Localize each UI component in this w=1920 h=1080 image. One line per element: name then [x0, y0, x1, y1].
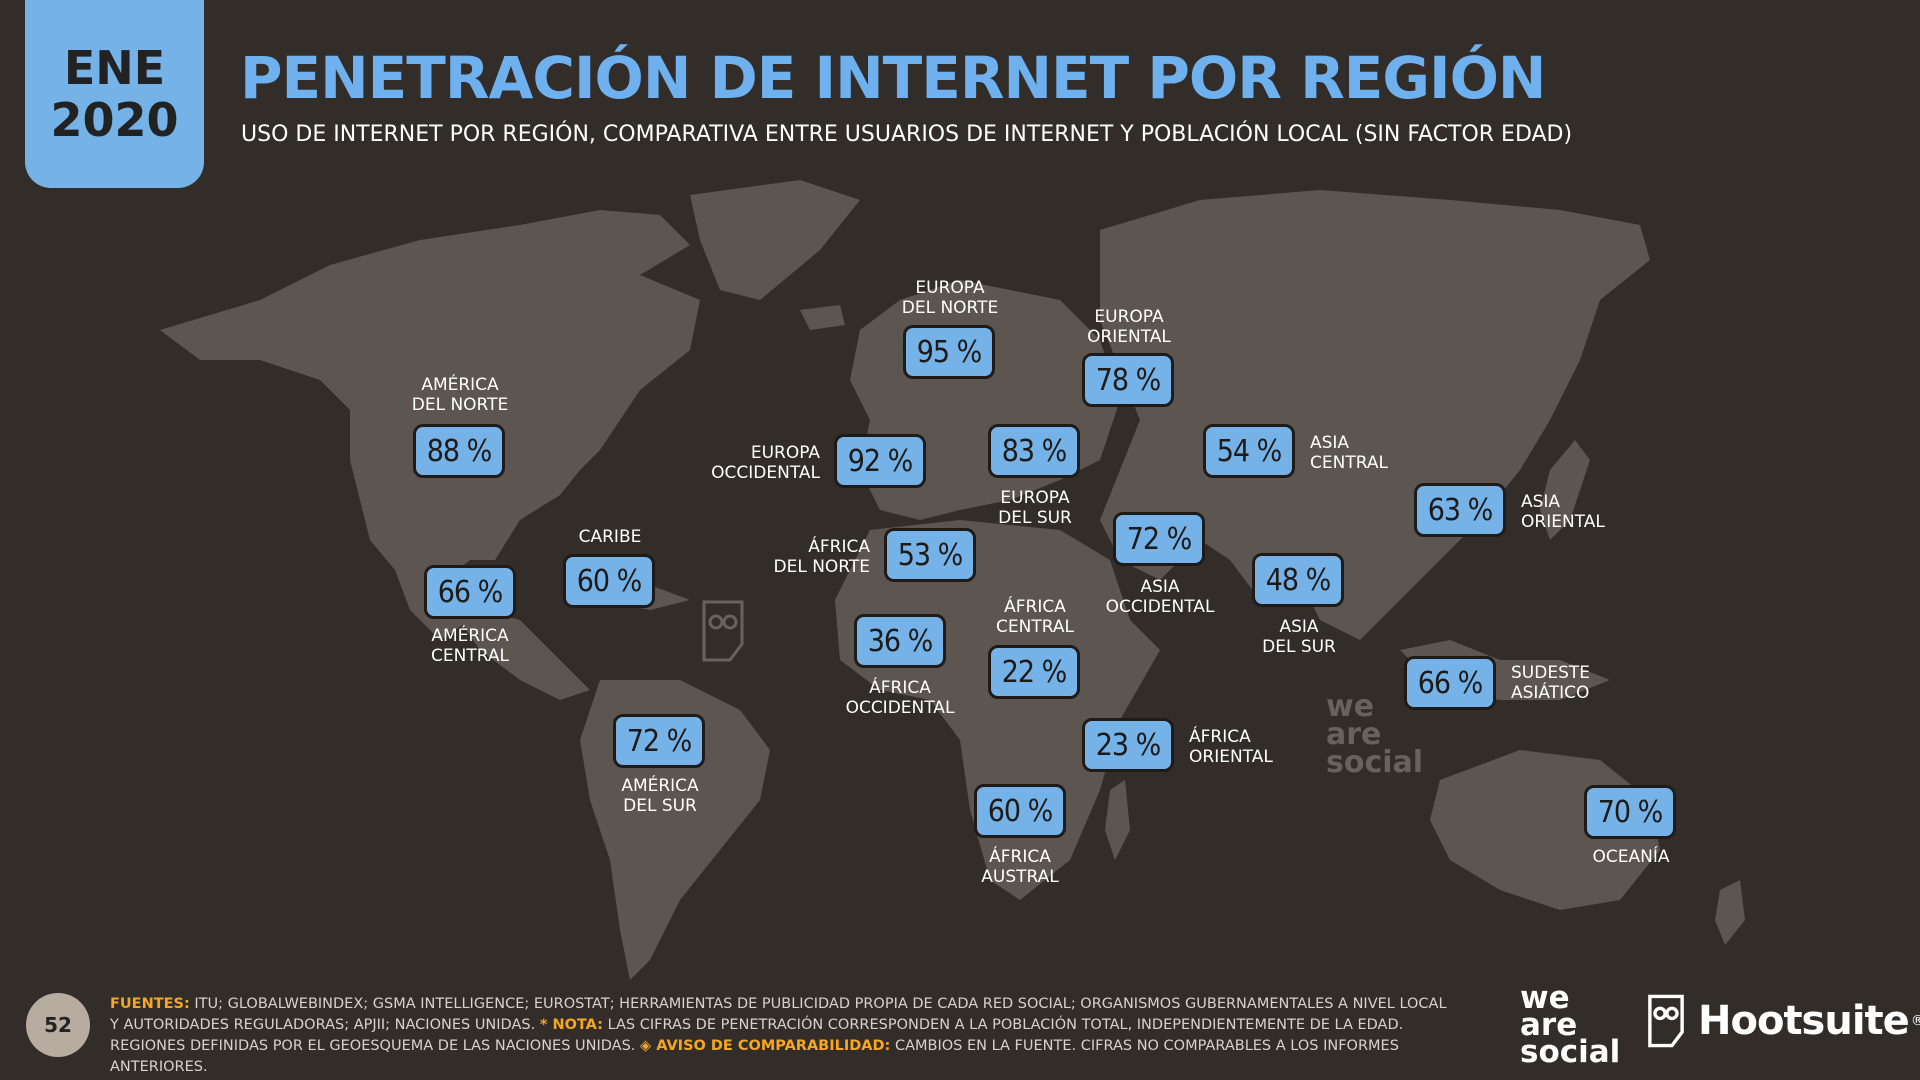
region-label: SUDESTE ASIÁTICO: [1511, 663, 1590, 703]
page-title: PENETRACIÓN DE INTERNET POR REGIÓN: [240, 44, 1546, 112]
region-label: AMÉRICA DEL SUR: [621, 776, 699, 816]
note-text: LAS CIFRAS DE PENETRACIÓN CORRESPONDEN A…: [110, 1017, 1404, 1054]
region-value: 23: [1096, 728, 1161, 763]
we-are-social-logo: we are social: [1520, 980, 1621, 1070]
region-value-pill: 88: [413, 424, 505, 478]
region-value: 63: [1428, 493, 1493, 528]
region-value-pill: 22: [988, 645, 1080, 699]
region-label: AMÉRICA DEL NORTE: [411, 375, 509, 415]
region-value: 66: [1418, 666, 1483, 701]
landmass-madagascar: [1105, 780, 1130, 860]
region-value: 22: [1002, 655, 1067, 690]
region-label: CARIBE: [578, 527, 642, 547]
region-label: EUROPA DEL SUR: [998, 488, 1072, 528]
region-label: ÁFRICA DEL NORTE: [773, 537, 870, 577]
region-value-pill: 60: [974, 784, 1066, 838]
region-value-pill: 72: [1113, 512, 1205, 566]
region-value-pill: 70: [1584, 785, 1676, 839]
region-value-pill: 53: [884, 528, 976, 582]
we-are-social-watermark: we are social: [1326, 689, 1424, 780]
landmass-greenland: [690, 180, 860, 300]
region-value: 88: [427, 434, 492, 469]
region-value-pill: 66: [1404, 656, 1496, 710]
region-value: 72: [627, 724, 692, 759]
region-value-pill: 83: [988, 424, 1080, 478]
sources-text: ITU; GLOBALWEBINDEX; GSMA INTELLIGENCE; …: [110, 996, 1447, 1033]
hootsuite-owl-icon: [1648, 994, 1684, 1048]
region-value-pill: 95: [903, 325, 995, 379]
comparability-warning-key: ◈ AVISO DE COMPARABILIDAD:: [640, 1038, 891, 1054]
region-label: ASIA CENTRAL: [1310, 433, 1388, 473]
region-value-pill: 92: [834, 434, 926, 488]
region-label: ASIA DEL SUR: [1262, 617, 1336, 657]
region-label: AMÉRICA CENTRAL: [431, 626, 509, 666]
region-value: 60: [988, 794, 1053, 829]
region-value: 54: [1217, 434, 1282, 469]
region-value: 72: [1127, 522, 1192, 557]
hootsuite-owl-icon: [702, 600, 744, 662]
hootsuite-wordmark: Hootsuite: [1698, 998, 1910, 1044]
region-label: ASIA ORIENTAL: [1521, 492, 1605, 532]
page-subtitle: USO DE INTERNET POR REGIÓN, COMPARATIVA …: [241, 122, 1573, 147]
region-value: 70: [1598, 795, 1663, 830]
region-value: 60: [577, 564, 642, 599]
registered-mark: ®: [1910, 1013, 1920, 1029]
date-year: 2020: [50, 93, 179, 147]
region-value-pill: 48: [1252, 553, 1344, 607]
region-label: ÁFRICA CENTRAL: [996, 597, 1074, 637]
region-value: 53: [898, 538, 963, 573]
region-label: EUROPA OCCIDENTAL: [711, 443, 820, 483]
region-label: OCEANÍA: [1592, 847, 1670, 867]
region-value-pill: 23: [1082, 718, 1174, 772]
landmass-asia: [1100, 190, 1650, 640]
page-number: 52: [26, 993, 90, 1057]
region-label: EUROPA ORIENTAL: [1087, 307, 1171, 347]
region-value-pill: 78: [1082, 353, 1174, 407]
region-value: 95: [917, 335, 982, 370]
landmass-japan: [1540, 440, 1590, 540]
region-value-pill: 54: [1203, 424, 1295, 478]
date-month: ENE: [63, 41, 166, 95]
date-badge: ENE 2020: [25, 0, 204, 188]
hootsuite-logo: Hootsuite ®: [1644, 993, 1920, 1049]
region-value: 48: [1266, 563, 1331, 598]
footnote: FUENTES: ITU; GLOBALWEBINDEX; GSMA INTEL…: [110, 994, 1450, 1078]
region-value-pill: 72: [613, 714, 705, 768]
region-value-pill: 66: [424, 565, 516, 619]
landmass-new-zealand: [1715, 880, 1745, 945]
region-value: 92: [848, 444, 913, 479]
region-label: ÁFRICA AUSTRAL: [981, 847, 1059, 887]
region-label: ÁFRICA ORIENTAL: [1189, 727, 1273, 767]
region-label: EUROPA DEL NORTE: [901, 278, 999, 318]
landmass-central-america: [445, 600, 590, 700]
region-value-pill: 36: [854, 614, 946, 668]
comparability-warning-text: CAMBIOS EN LA FUENTE. CIFRAS NO COMPARAB…: [110, 1038, 1399, 1075]
landmass-iceland: [800, 305, 845, 330]
note-key: * NOTA:: [539, 1017, 603, 1033]
region-value: 36: [868, 624, 933, 659]
region-label: ASIA OCCIDENTAL: [1105, 577, 1215, 617]
region-value: 66: [438, 575, 503, 610]
region-label: ÁFRICA OCCIDENTAL: [845, 678, 955, 718]
region-value-pill: 63: [1414, 483, 1506, 537]
region-value: 78: [1096, 363, 1161, 398]
region-value-pill: 60: [563, 554, 655, 608]
region-value: 83: [1002, 434, 1067, 469]
sources-key: FUENTES:: [110, 996, 190, 1012]
